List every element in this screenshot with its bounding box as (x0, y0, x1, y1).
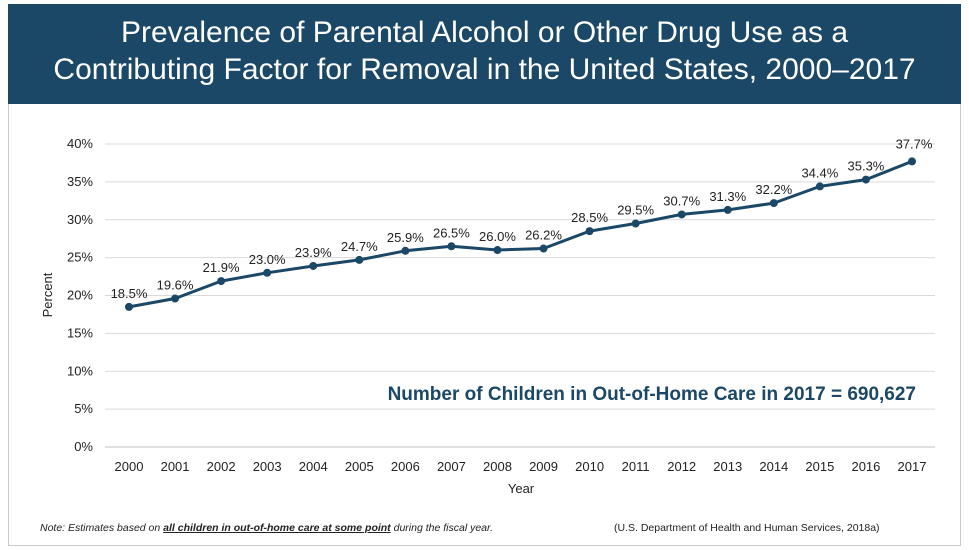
data-label: 19.6% (157, 278, 194, 293)
x-tick-label: 2011 (622, 459, 650, 474)
data-label: 26.0% (479, 229, 516, 244)
x-tick-label: 2017 (898, 459, 927, 474)
data-point (908, 157, 916, 166)
x-tick-label: 2006 (391, 459, 420, 474)
title-line-2: Contributing Factor for Removal in the U… (53, 53, 916, 86)
data-labels: 18.5% 19.6% 21.9% 23.0% 23.9% 24.7% 25.9% 26.5%… (111, 136, 933, 300)
x-tick-label: 2003 (253, 459, 282, 474)
data-point (355, 255, 364, 264)
y-tick-label: 0% (74, 439, 93, 454)
slide-title: Prevalence of Parental Alcohol or Other … (8, 14, 961, 88)
x-tick-label: 2005 (345, 459, 374, 474)
x-axis-label: Year (508, 481, 535, 496)
data-point (447, 242, 456, 251)
data-point (539, 244, 548, 253)
x-tick-label: 2007 (437, 459, 466, 474)
data-label: 23.9% (295, 245, 332, 260)
x-tick-label: 2002 (207, 459, 236, 474)
title-line-1: Prevalence of Parental Alcohol or Other … (120, 16, 849, 49)
data-label: 28.5% (571, 210, 608, 225)
data-label: 37.7% (896, 136, 933, 151)
data-label: 34.4% (801, 165, 838, 180)
data-point (493, 246, 502, 255)
data-point (217, 277, 226, 286)
x-tick-label: 2015 (805, 459, 834, 474)
y-tick-label: 15% (67, 325, 93, 340)
x-tick-label: 2012 (667, 459, 696, 474)
y-axis-label: Percent (40, 272, 55, 317)
data-point (171, 294, 180, 303)
x-tick-label: 2009 (529, 459, 558, 474)
footnote-suffix: during the fiscal year. (390, 522, 494, 534)
data-label: 30.7% (663, 193, 700, 208)
data-label: 31.3% (709, 189, 746, 204)
y-tick-label: 40% (67, 136, 93, 151)
x-tick-label: 2000 (115, 459, 144, 474)
data-label: 25.9% (387, 230, 424, 245)
x-tick-label: 2013 (713, 459, 742, 474)
footnote: Note: Estimates based on all children in… (40, 522, 493, 534)
care-count-annotation: Number of Children in Out-of-Home Care i… (388, 384, 916, 405)
x-tick-label: 2016 (851, 459, 880, 474)
y-tick-label: 10% (67, 363, 93, 378)
data-point (631, 219, 640, 228)
footnote-prefix: Note: Estimates based on (40, 522, 164, 534)
y-axis-ticks: 0% 5% 10% 15% 20% 25% 30% 35% 40% (67, 136, 93, 454)
data-point (263, 268, 272, 277)
data-point (815, 182, 824, 191)
data-point (861, 175, 870, 184)
x-tick-label: 2008 (483, 459, 512, 474)
x-tick-label: 2004 (299, 459, 328, 474)
data-point (401, 246, 410, 255)
x-tick-label: 2001 (161, 459, 190, 474)
y-tick-label: 25% (67, 250, 93, 265)
data-label: 26.5% (433, 225, 470, 240)
data-point (125, 302, 133, 311)
gridlines (105, 143, 935, 448)
x-tick-label: 2014 (759, 459, 788, 474)
series-line (128, 160, 913, 309)
data-point (769, 199, 778, 208)
y-tick-label: 5% (74, 401, 93, 416)
data-point (309, 261, 318, 270)
data-point (677, 210, 686, 219)
data-points (125, 157, 916, 311)
data-label: 29.5% (617, 203, 654, 218)
y-tick-label: 35% (67, 174, 93, 189)
title-banner (8, 4, 961, 104)
footnote-emphasis: all children in out-of-home care at some… (163, 522, 391, 534)
x-tick-label: 2010 (575, 459, 604, 474)
data-label: 18.5% (111, 286, 148, 301)
data-point (723, 205, 732, 214)
y-tick-label: 30% (67, 212, 93, 227)
data-label: 24.7% (341, 239, 378, 254)
data-label: 32.2% (755, 182, 792, 197)
x-axis-ticks: 2000 2001 2002 2003 2004 2005 2006 2007 2008 2009… (115, 459, 927, 474)
data-point (585, 227, 594, 236)
source-citation: (U.S. Department of Health and Human Ser… (614, 522, 880, 534)
data-label: 21.9% (203, 260, 240, 275)
data-label: 35.3% (848, 159, 885, 174)
data-label: 23.0% (249, 252, 286, 267)
y-tick-label: 20% (67, 288, 93, 303)
data-label: 26.2% (525, 228, 562, 243)
